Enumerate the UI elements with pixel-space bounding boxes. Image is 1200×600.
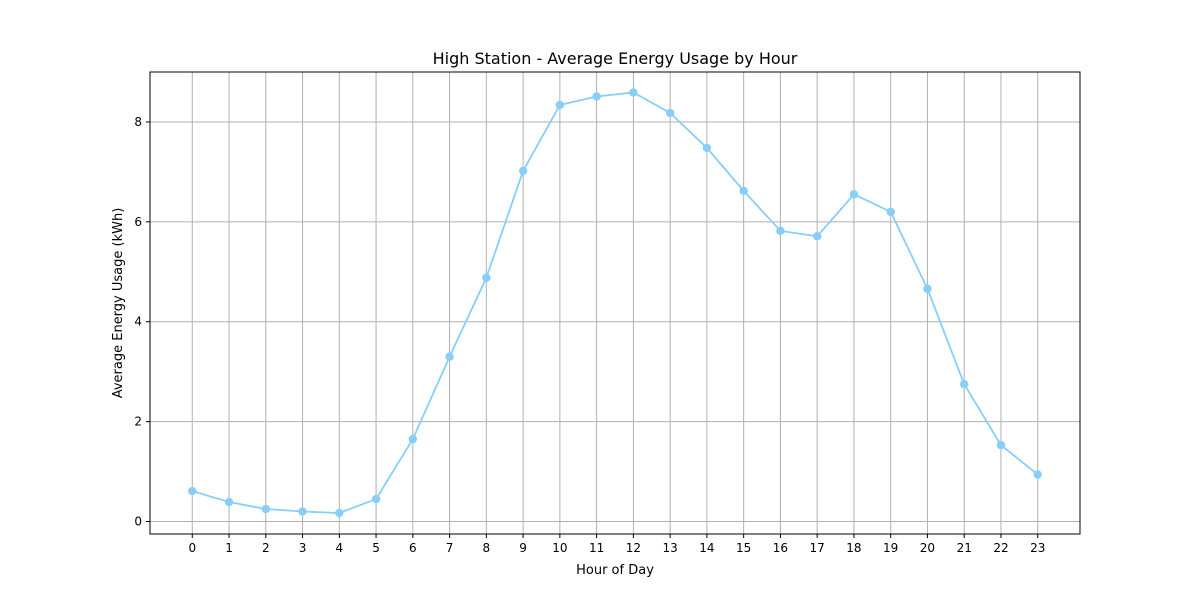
x-tick-label: 0 [188,541,196,555]
data-point [224,497,234,507]
y-axis-ticks: 0 2 4 6 8 [134,115,150,529]
data-point [776,226,785,236]
data-point [371,494,381,504]
grid [150,72,1080,534]
x-tick-label: 13 [662,541,677,555]
data-point [886,207,895,217]
data-point [1033,470,1042,479]
series-layer [188,88,1042,518]
x-tick-label: 22 [993,541,1008,555]
x-tick-label: 5 [372,541,380,555]
y-tick-label: 0 [134,515,142,529]
data-point [849,190,859,199]
x-tick-label: 1 [225,541,233,555]
data-point [335,508,344,518]
x-tick-label: 14 [699,541,714,555]
x-tick-label: 8 [483,541,491,555]
x-tick-label: 10 [552,541,567,555]
data-point [739,186,748,196]
y-axis-label: Average Energy Usage (kWh) [111,208,126,399]
x-tick-label: 19 [883,541,898,555]
data-point [629,88,638,97]
series-line [192,91,1039,514]
x-tick-label: 4 [335,541,343,555]
plot-area-background [150,72,1080,534]
data-point [188,486,197,496]
x-tick-label: 3 [299,541,307,555]
data-point [812,232,822,241]
plot-area-frame [149,71,1081,535]
data-point [445,352,454,361]
data-point [960,379,969,389]
data-point [408,434,418,444]
data-point [298,507,307,516]
data-point [923,284,932,293]
x-tick-label: 7 [446,541,454,555]
data-point [702,143,712,153]
x-tick-label: 11 [589,541,604,555]
x-tick-label: 9 [519,541,527,555]
data-point [996,440,1006,450]
x-tick-label: 21 [957,541,972,555]
x-tick-label: 17 [810,541,825,555]
data-point [518,166,528,176]
data-point [482,273,491,282]
x-axis-label: Hour of Day [576,563,654,578]
data-point [592,92,601,101]
data-point [555,100,565,110]
x-tick-label: 16 [773,541,788,555]
x-tick-label: 23 [1030,541,1045,555]
x-tick-label: 12 [626,541,641,555]
x-tick-label: 20 [920,541,935,555]
y-tick-label: 4 [134,315,142,329]
y-tick-label: 2 [134,415,142,429]
chart-title: High Station - Average Energy Usage by H… [433,49,798,68]
y-tick-label: 6 [134,215,142,229]
data-point [261,504,270,514]
x-tick-label: 15 [736,541,751,555]
x-tick-label: 18 [846,541,861,555]
y-tick-label: 8 [134,115,142,129]
x-tick-label: 2 [262,541,270,555]
x-axis-ticks: 0 1 2 3 4 5 6 7 8 9 10 11 12 13 14 15 16 17 18 19 20 21 22 23 [188,534,1045,555]
x-tick-label: 6 [409,541,417,555]
data-point [665,108,675,118]
